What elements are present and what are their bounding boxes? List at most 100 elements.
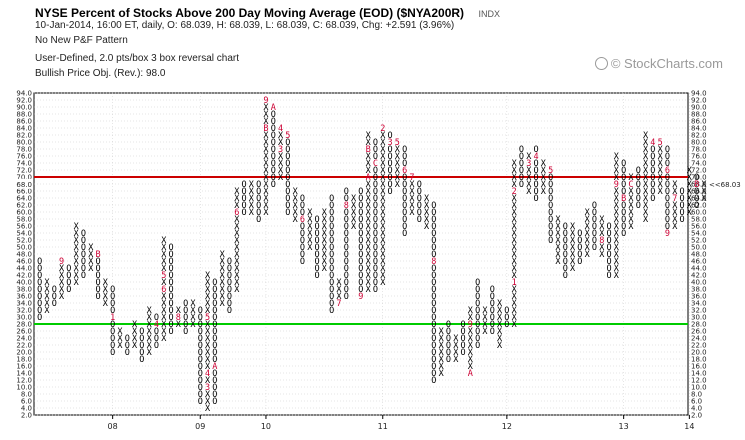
- o-box: O: [300, 250, 305, 260]
- y-tick-label-left: 30.0: [16, 314, 32, 322]
- o-box: O: [504, 313, 509, 323]
- o-box: O: [212, 376, 217, 386]
- o-box: O: [344, 208, 349, 218]
- o-box: O: [402, 194, 407, 204]
- o-box: O: [373, 208, 378, 218]
- x-box: X: [147, 306, 153, 316]
- x-box: X: [643, 194, 649, 204]
- x-box: X: [366, 152, 372, 162]
- x-box: X: [628, 173, 634, 183]
- o-box: O: [548, 236, 553, 246]
- month-marker: 8: [431, 257, 436, 267]
- o-box: O: [241, 187, 246, 197]
- o-box: O: [212, 292, 217, 302]
- o-box: O: [344, 285, 349, 295]
- o-box: O: [533, 145, 538, 155]
- x-box: X: [585, 236, 591, 246]
- o-box: O: [198, 369, 203, 379]
- month-marker: 7: [409, 173, 414, 183]
- x-box: X: [395, 159, 401, 169]
- o-box: O: [241, 180, 246, 190]
- y-tick-label-left: 52.0: [16, 237, 32, 245]
- x-box: X: [366, 278, 372, 288]
- month-marker: 9: [59, 257, 64, 267]
- x-box: X: [512, 306, 518, 316]
- o-box: O: [241, 201, 246, 211]
- x-box: X: [351, 208, 357, 218]
- x-box: X: [351, 194, 357, 204]
- o-box: O: [358, 243, 363, 253]
- x-box: X: [366, 201, 372, 211]
- x-box: X: [380, 257, 386, 267]
- x-box: X: [74, 250, 80, 260]
- y-tick-label-right: 4.0: [691, 405, 702, 413]
- x-box: X: [263, 152, 269, 162]
- o-box: O: [548, 180, 553, 190]
- x-box: X: [234, 257, 240, 267]
- x-box: X: [570, 257, 576, 267]
- y-tick-label-left: 46.0: [16, 258, 32, 266]
- x-box: X: [366, 229, 372, 239]
- o-box: O: [402, 145, 407, 155]
- x-box: X: [687, 208, 693, 218]
- y-tick-label-right: 38.0: [691, 286, 707, 294]
- month-marker: 6: [300, 215, 305, 225]
- o-box: O: [241, 194, 246, 204]
- settings-line: User-Defined, 2.0 pts/box 3 box reversal…: [35, 53, 239, 64]
- x-box: X: [147, 320, 153, 330]
- o-box: O: [373, 145, 378, 155]
- x-box: X: [205, 376, 211, 386]
- o-box: O: [621, 173, 626, 183]
- o-box: O: [81, 257, 86, 267]
- o-box: O: [271, 173, 276, 183]
- month-marker: A: [468, 369, 473, 379]
- o-box: O: [592, 229, 597, 239]
- o-box: O: [154, 334, 159, 344]
- x-box: X: [512, 285, 518, 295]
- o-box: O: [183, 299, 188, 309]
- x-box: X: [497, 341, 503, 351]
- x-box: X: [103, 299, 109, 309]
- x-box: X: [395, 145, 401, 155]
- x-box: X: [380, 201, 386, 211]
- x-box: X: [658, 159, 664, 169]
- o-box: O: [446, 341, 451, 351]
- x-box: X: [512, 159, 518, 169]
- x-box: X: [380, 264, 386, 274]
- y-tick-label-right: 6.0: [691, 398, 702, 406]
- x-box: X: [687, 201, 693, 211]
- month-marker: 4: [278, 124, 283, 134]
- o-box: O: [256, 180, 261, 190]
- o-box: O: [563, 236, 568, 246]
- o-box: O: [592, 236, 597, 246]
- y-tick-label-right: 88.0: [691, 111, 707, 119]
- x-box: X: [701, 180, 707, 190]
- o-box: O: [650, 159, 655, 169]
- x-box: X: [599, 215, 605, 225]
- x-tick-label: 14: [684, 422, 694, 431]
- x-box: X: [220, 271, 226, 281]
- y-tick-label-right: 86.0: [691, 118, 707, 126]
- o-box: O: [358, 264, 363, 274]
- o-box: O: [81, 250, 86, 260]
- o-box: O: [329, 285, 334, 295]
- y-tick-label-left: 8.0: [21, 391, 32, 399]
- o-box: O: [475, 278, 480, 288]
- o-box: O: [446, 355, 451, 365]
- o-box: O: [212, 327, 217, 337]
- x-box: X: [643, 201, 649, 211]
- x-box: X: [614, 159, 620, 169]
- month-marker: 1: [512, 278, 517, 288]
- o-box: O: [373, 138, 378, 148]
- o-box: O: [139, 355, 144, 365]
- x-box: X: [643, 187, 649, 197]
- x-box: X: [44, 278, 50, 288]
- o-box: O: [227, 257, 232, 267]
- o-box: O: [227, 278, 232, 288]
- o-box: O: [665, 187, 670, 197]
- x-box: X: [161, 299, 167, 309]
- o-box: O: [256, 187, 261, 197]
- x-box: X: [103, 285, 109, 295]
- o-box: O: [212, 341, 217, 351]
- o-box: O: [373, 236, 378, 246]
